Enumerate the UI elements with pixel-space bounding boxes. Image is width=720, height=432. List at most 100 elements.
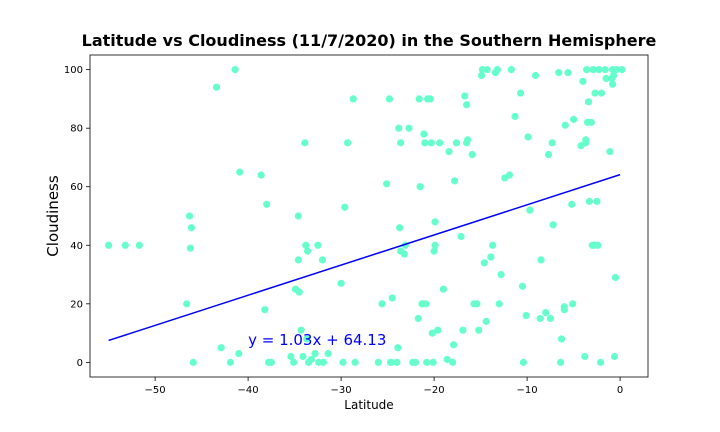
y-tick-label: 80 (70, 124, 83, 135)
data-point (261, 306, 269, 314)
data-point (374, 358, 382, 366)
data-point (511, 112, 519, 121)
data-point (546, 314, 554, 323)
data-point (537, 256, 545, 264)
data-point (518, 282, 527, 290)
data-point (395, 124, 403, 132)
data-point (459, 326, 467, 334)
data-point (400, 250, 408, 258)
data-point (584, 98, 593, 106)
data-point (423, 358, 431, 366)
data-point (468, 150, 476, 159)
x-tick-label: −10 (517, 385, 538, 396)
data-point (608, 74, 616, 83)
data-point (602, 74, 610, 83)
data-point (473, 300, 481, 308)
data-point (556, 358, 565, 366)
data-point (267, 358, 275, 366)
data-point (495, 300, 503, 308)
data-point (236, 168, 244, 176)
data-point (450, 341, 458, 349)
data-point (555, 68, 563, 77)
data-point (579, 77, 587, 85)
data-point (480, 259, 488, 267)
data-point (618, 66, 626, 74)
data-point (212, 83, 221, 91)
data-point (257, 171, 265, 179)
data-point (290, 358, 298, 366)
data-point (597, 89, 606, 97)
data-point (231, 66, 239, 74)
data-point (396, 224, 404, 232)
data-point (531, 71, 540, 80)
data-point (426, 95, 434, 103)
x-tick-label: −20 (424, 385, 445, 396)
data-point (436, 139, 444, 147)
y-tick-label: 20 (70, 299, 83, 310)
data-point (187, 224, 195, 232)
data-point (394, 344, 402, 352)
x-tick-label: −50 (145, 385, 166, 396)
data-point (609, 80, 617, 88)
data-point (581, 352, 589, 361)
data-point (303, 335, 311, 343)
data-point (544, 150, 553, 159)
data-point (344, 139, 352, 147)
data-point (430, 247, 438, 255)
data-point (135, 241, 143, 249)
data-points (105, 66, 626, 366)
data-point (431, 218, 439, 226)
data-point (304, 247, 312, 255)
data-point (319, 358, 328, 366)
data-point (429, 358, 437, 366)
data-point (461, 92, 469, 100)
data-point (428, 329, 436, 337)
data-point (105, 241, 113, 249)
data-point (577, 142, 585, 150)
data-point (431, 241, 439, 249)
y-tick-label: 60 (70, 182, 83, 193)
data-point (397, 139, 405, 147)
data-point (483, 66, 491, 74)
data-point (612, 66, 620, 74)
data-point (443, 355, 451, 364)
data-point (450, 177, 459, 185)
data-point (611, 273, 620, 282)
data-point (337, 279, 345, 287)
data-point (183, 300, 191, 308)
data-point (570, 115, 578, 123)
data-point (414, 314, 422, 323)
data-point (383, 180, 391, 188)
data-point (569, 300, 577, 308)
data-point (388, 294, 396, 302)
data-point (299, 352, 307, 361)
data-point (427, 139, 435, 147)
data-point (596, 358, 605, 366)
x-tick-label: 0 (617, 385, 623, 396)
data-point (387, 358, 395, 366)
data-point (393, 358, 401, 366)
y-axis: 0 20 40 60 80 100 (64, 65, 90, 369)
y-axis-label: Cloudiness (44, 175, 62, 257)
data-point (226, 358, 235, 366)
data-point (294, 256, 302, 264)
data-point (324, 349, 332, 358)
data-point (610, 352, 619, 361)
data-point (587, 118, 595, 126)
data-point (595, 66, 603, 74)
data-point (591, 89, 599, 97)
data-point (445, 148, 453, 156)
chart-title: Latitude vs Cloudiness (11/7/2020) in th… (82, 31, 657, 50)
data-point (589, 66, 597, 74)
y-tick-label: 0 (77, 358, 83, 369)
data-point (314, 241, 322, 249)
data-point (415, 95, 423, 103)
data-point (294, 212, 302, 220)
data-point (493, 66, 501, 74)
data-point (524, 133, 532, 141)
data-point (301, 139, 309, 147)
data-point (186, 244, 195, 252)
data-point (463, 101, 471, 109)
